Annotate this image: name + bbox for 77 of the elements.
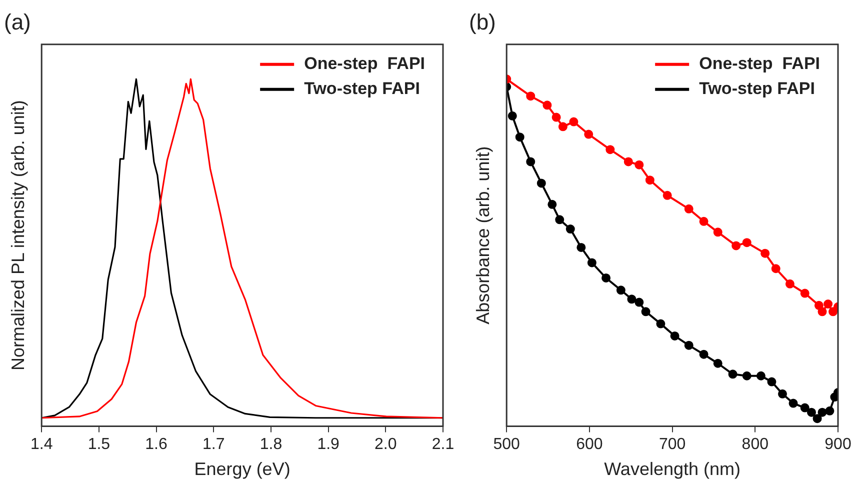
- point: [569, 117, 578, 126]
- point: [684, 340, 694, 350]
- point: [713, 358, 722, 368]
- point: [558, 122, 568, 132]
- point: [662, 190, 672, 200]
- y-axis-title: Absorbance (arb. unit): [472, 146, 493, 324]
- point: [566, 224, 575, 234]
- point: [728, 370, 738, 379]
- point: [814, 300, 824, 310]
- point: [627, 294, 636, 304]
- point: [825, 406, 834, 416]
- x-tick-label: 600: [576, 436, 603, 454]
- point: [824, 300, 833, 309]
- x-tick-label: 700: [658, 436, 686, 454]
- point: [778, 389, 787, 398]
- point: [587, 258, 596, 268]
- point: [602, 273, 611, 282]
- point: [552, 112, 561, 122]
- x-tick-label: 1.9: [317, 436, 340, 454]
- x-tick-label: 2.0: [374, 436, 397, 454]
- x-tick-label: 800: [742, 436, 769, 454]
- point: [806, 408, 816, 417]
- point: [742, 238, 752, 248]
- point: [526, 157, 536, 166]
- x-tick-label: 500: [493, 436, 520, 454]
- point: [732, 241, 741, 250]
- point: [624, 157, 633, 166]
- x-tick-label: 1.5: [88, 436, 110, 454]
- x-axis-title: Energy (eV): [194, 459, 290, 480]
- point: [800, 288, 810, 298]
- point: [584, 130, 594, 139]
- point: [800, 403, 810, 412]
- point: [515, 132, 524, 142]
- point: [656, 319, 666, 328]
- point: [767, 377, 776, 386]
- point: [713, 228, 722, 237]
- point: [641, 307, 650, 316]
- legend-label: One-step FAPI: [304, 54, 426, 74]
- x-tick-label: 1.7: [202, 436, 225, 454]
- point: [526, 92, 536, 101]
- point: [548, 200, 557, 209]
- point: [576, 242, 586, 252]
- point: [699, 216, 708, 226]
- point: [606, 145, 615, 154]
- point: [634, 160, 644, 170]
- legend-label: Two-step FAPI: [699, 79, 815, 98]
- point: [756, 371, 766, 380]
- point: [555, 215, 564, 224]
- point: [616, 286, 626, 295]
- y-axis-title: Normalized PL intensity (arb. unit): [8, 100, 28, 371]
- point: [508, 111, 517, 120]
- x-axis-title: Wavelength (nm): [604, 459, 740, 480]
- point: [818, 408, 827, 417]
- point: [785, 279, 794, 288]
- point: [634, 298, 644, 307]
- x-tick-label: 900: [824, 436, 852, 454]
- point: [828, 307, 838, 316]
- x-tick-label: 1.4: [30, 436, 53, 454]
- point: [742, 371, 752, 380]
- x-tick-label: 1.8: [260, 436, 282, 454]
- point: [536, 178, 546, 188]
- point: [788, 398, 798, 408]
- point: [818, 307, 827, 316]
- legend-label: One-step FAPI: [699, 54, 820, 74]
- legend-label: Two-step FAPI: [304, 79, 420, 98]
- point: [760, 248, 770, 258]
- point: [645, 176, 654, 185]
- point: [771, 264, 780, 274]
- point: [670, 331, 680, 340]
- point: [699, 350, 708, 359]
- chart-title: (a): [4, 9, 31, 34]
- point: [684, 204, 694, 214]
- point: [542, 100, 552, 110]
- point: [812, 414, 822, 424]
- chart-title: (b): [469, 9, 496, 34]
- x-tick-label: 2.1: [432, 436, 454, 454]
- x-tick-label: 1.6: [145, 436, 168, 454]
